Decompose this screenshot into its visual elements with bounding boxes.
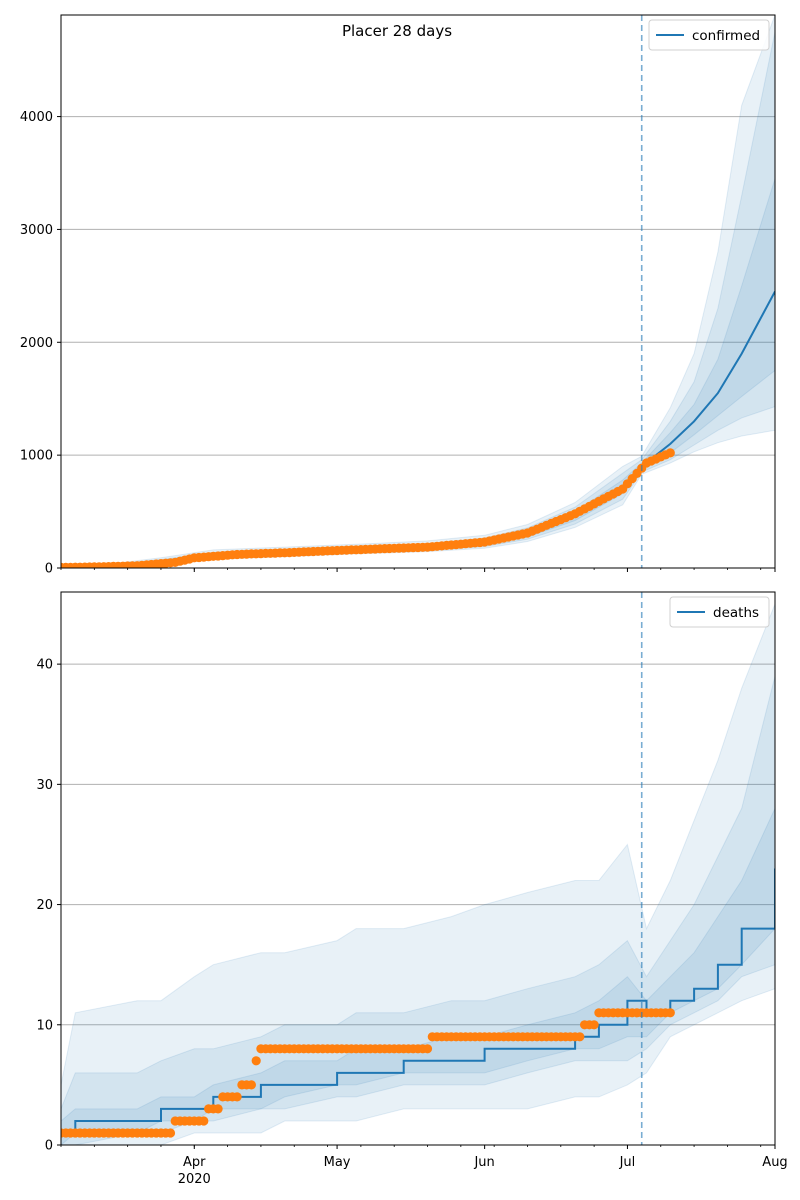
deaths-observed-point: [232, 1092, 242, 1102]
deaths-observed-point: [589, 1020, 599, 1030]
legend-box: [669, 596, 770, 628]
deaths-legend: deaths: [669, 596, 770, 628]
confirmed-ytick-label: 3000: [20, 223, 53, 238]
confirmed-band-outer: [61, 15, 775, 568]
confirmed-panel: 0 1000 2000 3000 4000 confirmed: [20, 14, 776, 577]
deaths-panel: 0 10 20 30 40 Apr 2020 May Jun Jul Aug deaths: [36, 591, 788, 1187]
confirmed-band-mid: [61, 31, 775, 568]
deaths-ytick-label: 40: [36, 658, 53, 673]
deaths-observed-point: [251, 1056, 261, 1066]
confirmed-ytick-label: 4000: [20, 110, 53, 125]
deaths-observed-point: [422, 1044, 433, 1054]
deaths-observed-point: [213, 1104, 223, 1114]
deaths-axes-frame: [60, 591, 776, 1146]
deaths-ytick-label: 0: [45, 1139, 53, 1154]
deaths-observed-series: [61, 1008, 675, 1138]
xtick-label: Aug: [762, 1155, 787, 1170]
deaths-ytick-label: 20: [36, 898, 53, 913]
xtick-label: Apr: [183, 1155, 206, 1170]
deaths-plot-area: [61, 603, 775, 1145]
legend-box: [648, 19, 770, 51]
xtick-label: May: [324, 1155, 351, 1170]
chart-title: Placer 28 days: [342, 22, 452, 40]
deaths-median-line: [61, 868, 775, 1134]
confirmed-band-inner: [61, 178, 775, 568]
xtick-label: Jul: [619, 1155, 636, 1170]
deaths-observed-point: [665, 1008, 675, 1018]
confirmed-ytick-label: 2000: [20, 336, 53, 351]
confirmed-observed-series: [61, 448, 675, 568]
legend-label: deaths: [713, 605, 759, 621]
confirmed-axes-frame: [60, 14, 776, 569]
deaths-observed-point: [246, 1080, 256, 1090]
deaths-observed-point: [199, 1116, 209, 1126]
legend-label: confirmed: [692, 28, 760, 44]
confirmed-observed-point: [665, 448, 675, 458]
xtick-year-label: 2020: [178, 1172, 211, 1187]
deaths-observed-point: [575, 1032, 585, 1042]
deaths-ytick-label: 10: [36, 1018, 53, 1033]
confirmed-ytick-label: 0: [45, 562, 53, 577]
deaths-observed-point: [165, 1128, 176, 1138]
deaths-band-inner: [61, 808, 775, 1145]
confirmed-ytick-label: 1000: [20, 449, 53, 464]
confirmed-legend: confirmed: [648, 19, 770, 51]
deaths-ytick-label: 30: [36, 778, 53, 793]
confirmed-plot-area: [61, 15, 775, 568]
xtick-label: Jun: [473, 1155, 494, 1170]
